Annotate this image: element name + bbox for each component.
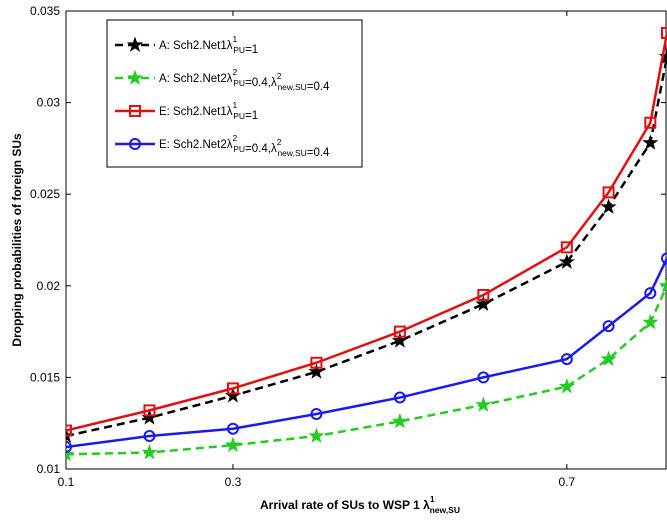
legend-entry: E: Sch2.Net2λ2 PU=0.4,λ2 new,SU=0.4 <box>115 133 330 159</box>
data-point <box>310 356 323 369</box>
data-point <box>477 288 490 301</box>
data-point <box>602 320 615 333</box>
series-2 <box>66 277 667 462</box>
legend-label: E: Sch2.Net1λ1 PU=1 <box>159 100 258 122</box>
data-point <box>560 241 573 254</box>
data-point <box>475 396 492 412</box>
y-tick-label: 0.025 <box>30 187 60 201</box>
data-point <box>558 253 575 269</box>
series-4 <box>66 252 667 454</box>
data-point <box>642 313 659 330</box>
legend-marker <box>129 138 141 150</box>
data-point <box>602 186 615 199</box>
data-point <box>143 404 156 417</box>
x-tick-label: 0.7 <box>558 475 575 489</box>
plot-area <box>65 10 667 470</box>
data-point <box>393 391 406 404</box>
data-point <box>66 445 75 462</box>
data-point <box>558 378 575 394</box>
legend-entry: A: Sch2.Net2λ2 PU=0.4,λ2 new,SU=0.4 <box>115 67 330 93</box>
series-line <box>66 32 667 432</box>
legend-marker <box>126 36 144 52</box>
x-tick-label: 0.3 <box>225 475 242 489</box>
data-point <box>560 353 573 366</box>
legend: A: Sch2.Net1λ1 PU=1 A: Sch2.Net2λ2 PU=0.4,λ… <box>106 19 363 168</box>
plot-frame <box>65 10 667 470</box>
y-tick-label: 0.035 <box>30 4 60 18</box>
y-tick-label: 0.03 <box>37 96 61 110</box>
data-point <box>393 325 406 338</box>
axis-ticks: 0.1 0.3 0.7 0.01 0.015 0.02 0.025 0.03 0.035 <box>30 4 666 489</box>
data-point <box>600 198 617 214</box>
data-point <box>226 382 239 395</box>
legend-marker <box>129 105 141 117</box>
data-point <box>310 408 323 421</box>
data-point <box>391 332 408 348</box>
data-point <box>661 252 667 265</box>
data-point <box>226 422 239 435</box>
series-3 <box>66 26 667 437</box>
x-axis-label-base: Arrival rate of SUs to WSP 1 λ <box>260 498 430 512</box>
data-point <box>141 443 158 460</box>
data-point <box>644 287 657 300</box>
legend-entry: E: Sch2.Net1λ1 PU=1 <box>115 100 258 122</box>
series-line <box>66 257 667 449</box>
y-tick-label: 0.02 <box>37 279 61 293</box>
data-point <box>308 363 325 379</box>
data-point <box>475 295 492 312</box>
series-line <box>66 285 667 456</box>
x-axis-label-sub: new,SU <box>430 505 460 515</box>
data-point <box>308 427 325 443</box>
data-point <box>477 371 490 384</box>
x-axis-label: Arrival rate of SUs to WSP 1 λ1 new,SU <box>260 494 460 515</box>
legend-marker <box>126 69 144 85</box>
y-tick-label: 0.01 <box>37 462 61 476</box>
data-point <box>658 277 667 293</box>
series-line <box>66 56 667 438</box>
data-point <box>66 424 72 437</box>
x-axis-label-sup: 1 <box>430 494 435 504</box>
data-point <box>661 26 667 39</box>
data-point <box>391 412 409 429</box>
y-axis-label: Dropping probabilities of foreign SUs <box>10 133 24 347</box>
legend-label: A: Sch2.Net2λ2 PU=0.4,λ2 new,SU=0.4 <box>159 67 330 93</box>
data-point <box>644 116 657 129</box>
legend-entry: A: Sch2.Net1λ1 PU=1 <box>115 34 258 56</box>
series-group <box>66 26 667 462</box>
data-point <box>224 436 242 453</box>
data-point <box>642 134 659 150</box>
data-point <box>66 441 72 454</box>
x-tick-label: 0.1 <box>58 475 75 489</box>
y-tick-label: 0.015 <box>30 370 60 384</box>
data-point <box>600 350 617 366</box>
data-point <box>143 430 156 443</box>
legend-label: A: Sch2.Net1λ1 PU=1 <box>159 34 258 56</box>
legend-label: E: Sch2.Net2λ2 PU=0.4,λ2 new,SU=0.4 <box>159 133 330 159</box>
legend-box <box>106 19 363 168</box>
